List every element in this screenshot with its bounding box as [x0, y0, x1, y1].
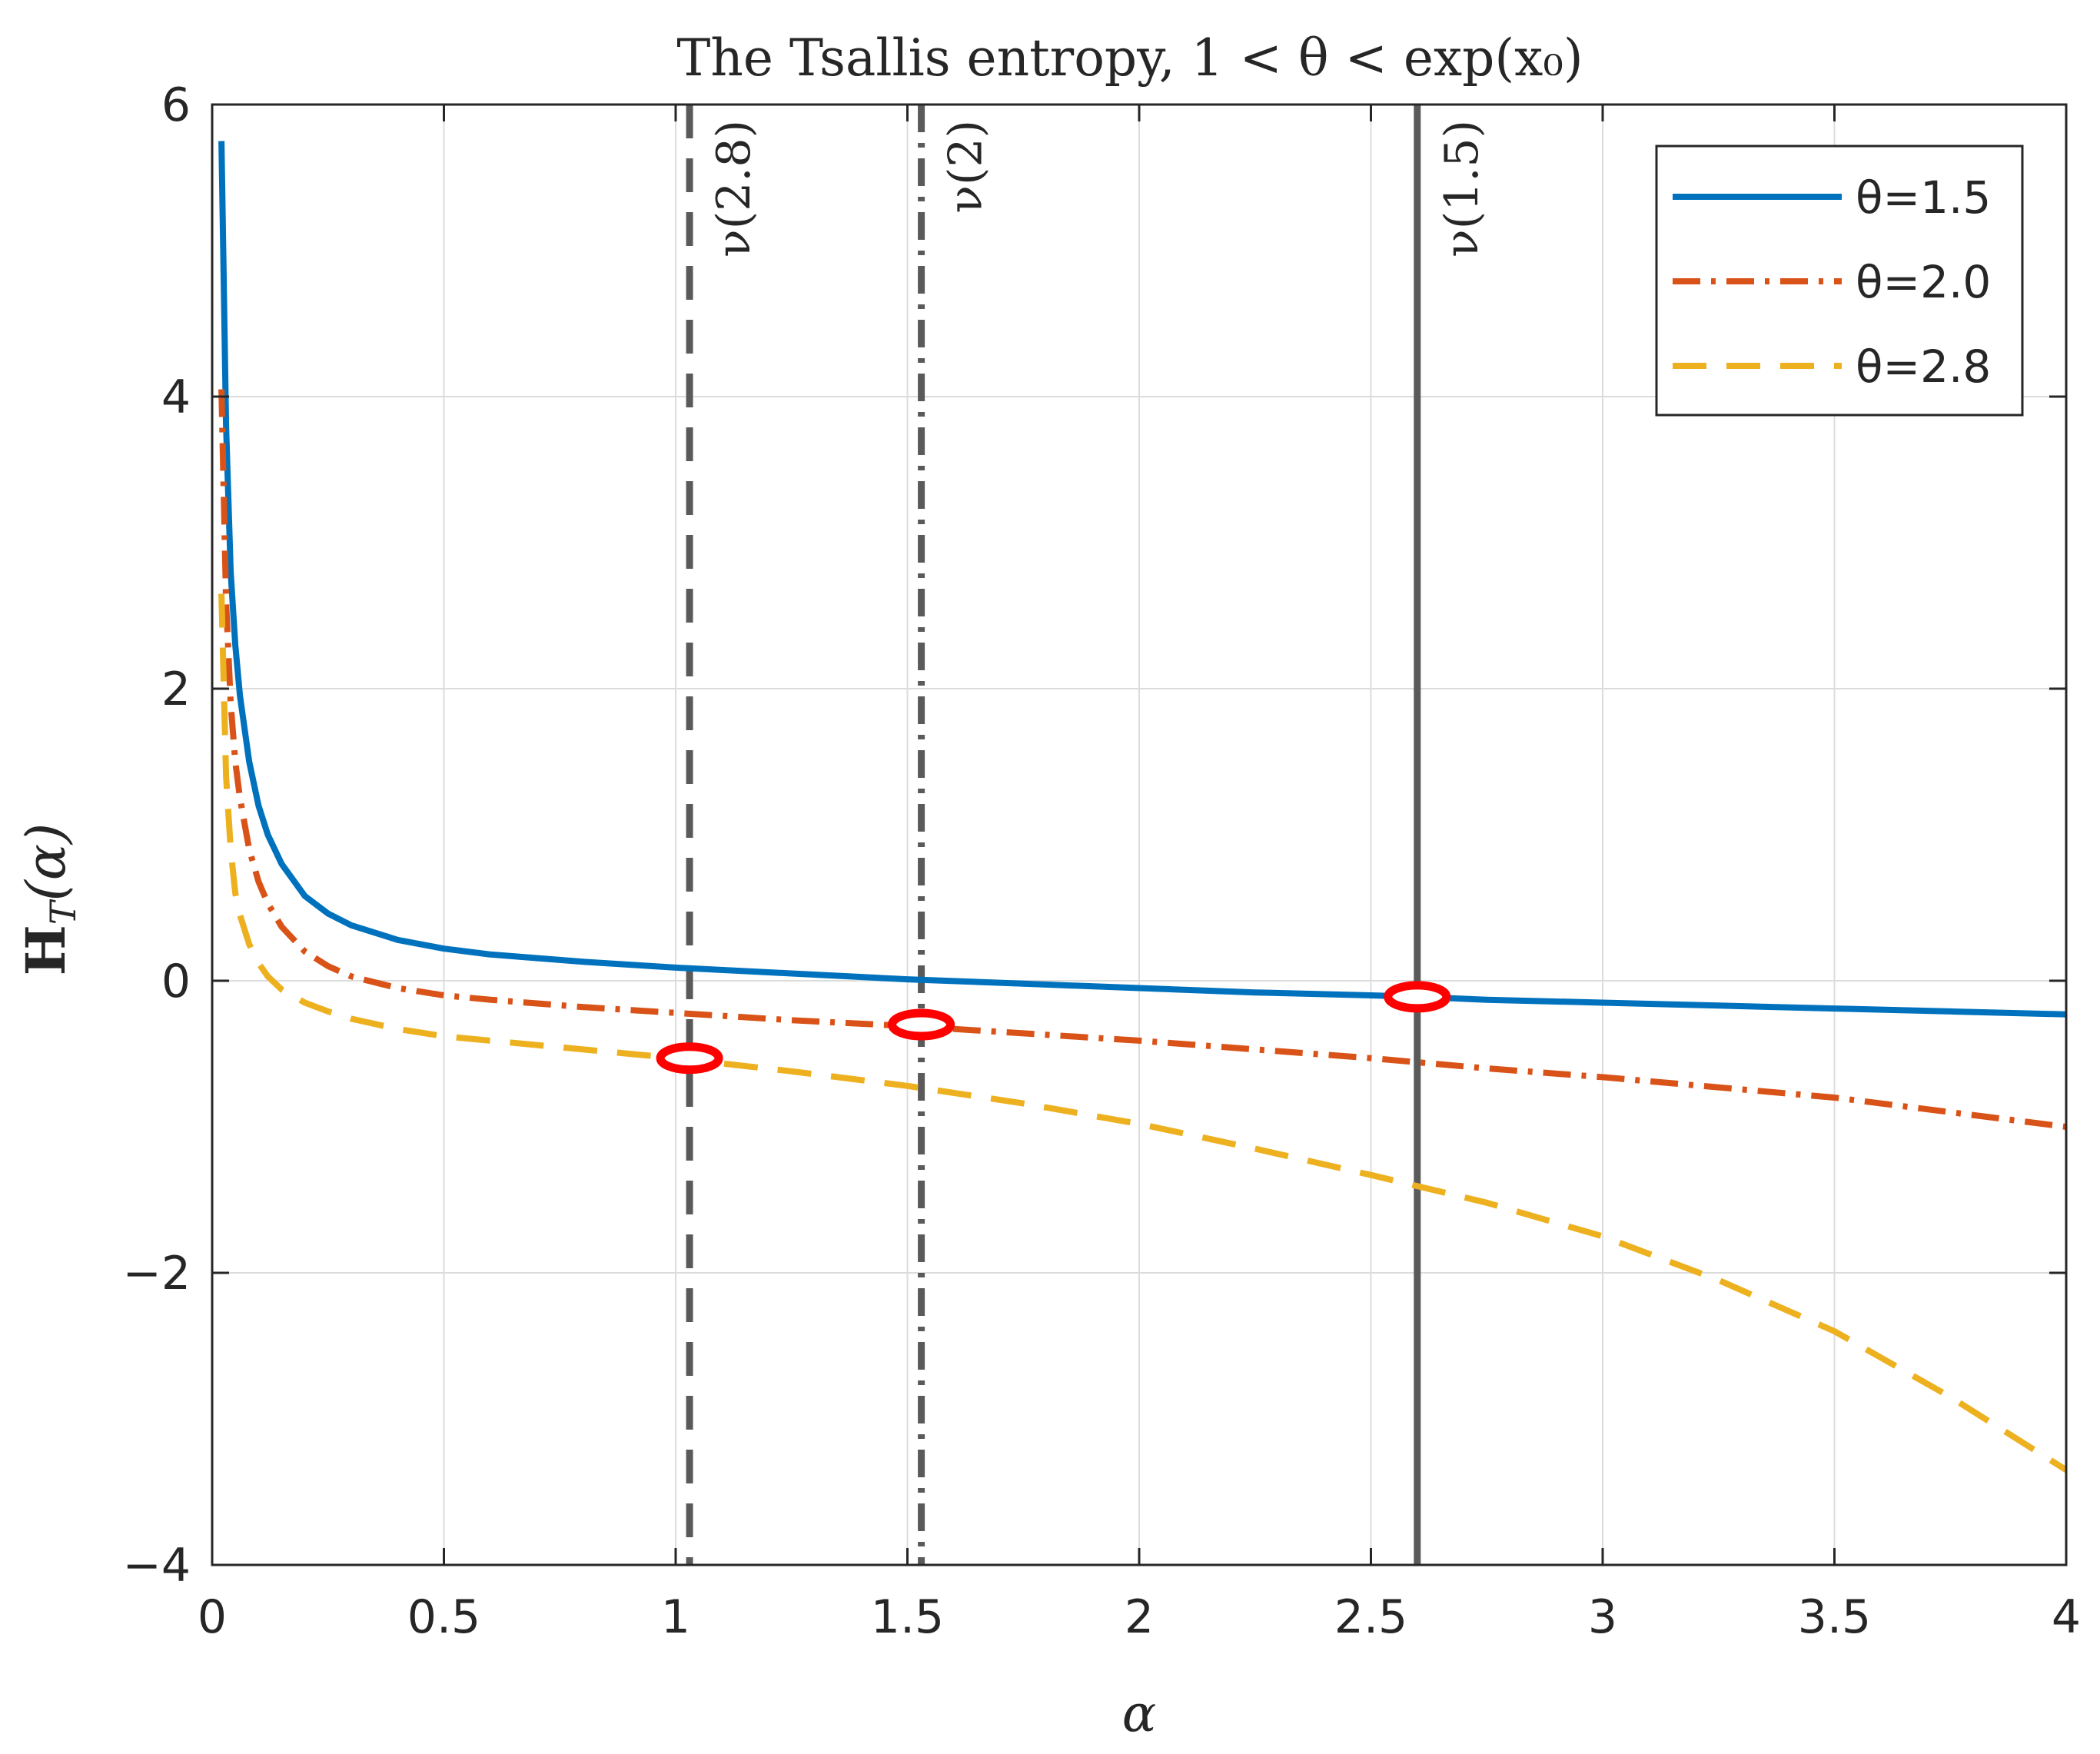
vertical-line-label-3: ν(1.5) [1435, 120, 1489, 257]
x-tick-labels: 0 0.5 1 1.5 2 2.5 3 3.5 4 [198, 1590, 2081, 1644]
vertical-line-label-1: ν(2.8) [707, 120, 761, 257]
series-line-3 [218, 593, 2066, 1473]
y-axis-label-subscript: T [42, 899, 84, 925]
series-line-2 [218, 389, 2066, 1130]
x-tick-label: 0.5 [407, 1590, 480, 1644]
x-tick-label: 2 [1125, 1590, 1154, 1644]
x-tick-label: 3.5 [1798, 1590, 1871, 1644]
series-lines [218, 141, 2066, 1473]
vertical-line-label-2: ν(2) [939, 120, 993, 213]
x-tick-label: 4 [2052, 1590, 2081, 1644]
chart-title: The Tsallis entropy, 1 < θ < exp(x₀) [676, 28, 1583, 88]
y-tick-label: 6 [161, 78, 191, 132]
marker-2 [888, 1008, 955, 1041]
marker-3 [1384, 981, 1451, 1013]
y-tick-label: 4 [161, 370, 191, 424]
x-tick-label: 1.5 [871, 1590, 944, 1644]
x-tick-label: 2.5 [1334, 1590, 1407, 1644]
series-line-1 [218, 141, 2066, 1018]
marker-1 [656, 1042, 723, 1075]
y-tick-label: −2 [123, 1247, 191, 1301]
intersection-markers [656, 981, 1451, 1075]
y-tick-labels: −4 −2 0 2 4 6 [123, 78, 191, 1593]
axes-box [211, 103, 2068, 1566]
y-axis-label-argument: (α) [15, 823, 78, 902]
y-axis-label-main: H [14, 925, 78, 975]
legend: θ=1.5 θ=2.0 θ=2.8 [1655, 145, 2024, 417]
x-tick-label: 3 [1588, 1590, 1617, 1644]
legend-label-2: θ=2.0 [1856, 256, 1991, 308]
y-tick-label: 2 [161, 663, 191, 716]
x-axis-label: α [1122, 1684, 1157, 1743]
y-tick-label: −4 [123, 1539, 191, 1593]
legend-label-3: θ=2.8 [1856, 341, 1991, 393]
y-tick-label: 0 [161, 955, 191, 1008]
legend-label-1: θ=1.5 [1856, 171, 1991, 224]
vertical-reference-lines: ν(2.8) ν(2) ν(1.5) [686, 105, 1489, 1565]
x-tick-label: 1 [661, 1590, 690, 1644]
y-axis-label: HT(α) [14, 823, 84, 976]
x-tick-label: 0 [198, 1590, 227, 1644]
